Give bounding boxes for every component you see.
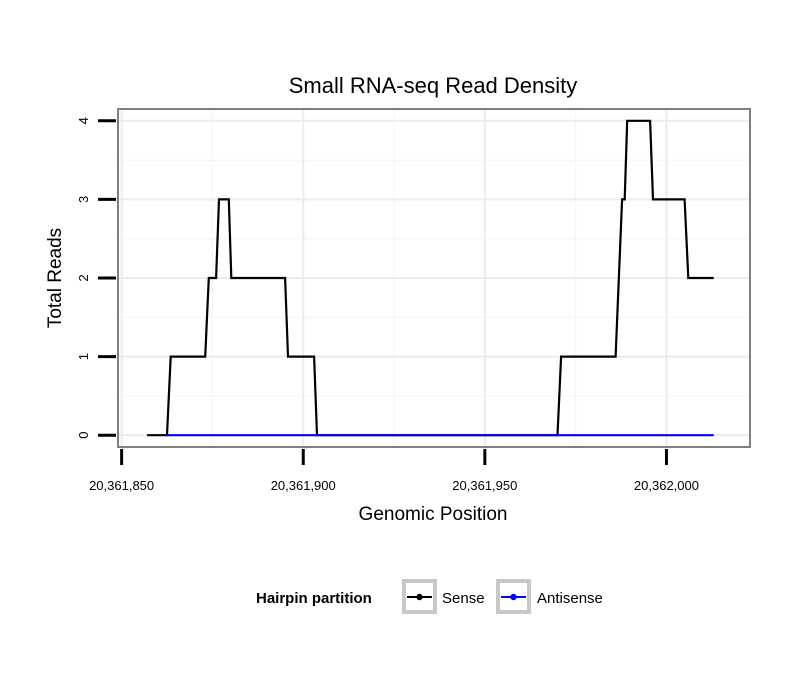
x-tick-label: 20,361,900 — [271, 478, 336, 493]
chart-title: Small RNA-seq Read Density — [289, 73, 578, 98]
y-tick-label: 2 — [76, 274, 91, 281]
y-tick-label: 4 — [76, 117, 91, 124]
gridlines — [118, 109, 750, 447]
legend-label-antisense: Antisense — [537, 590, 603, 607]
legend-marker-sense — [416, 593, 423, 601]
y-axis-title: Total Reads — [45, 228, 66, 328]
x-tick-label: 20,362,000 — [634, 478, 699, 493]
data-series — [147, 119, 714, 437]
x-tick-label: 20,361,850 — [89, 478, 154, 493]
x-tick-label: 20,361,950 — [452, 478, 517, 493]
legend-title: Hairpin partition — [256, 590, 372, 607]
legend-item-antisense[interactable]: Antisense — [496, 579, 603, 614]
legend-label-sense: Sense — [442, 590, 485, 607]
y-tick-label: 1 — [76, 353, 91, 360]
x-axis-title: Genomic Position — [359, 504, 508, 525]
y-tick-label: 0 — [76, 432, 91, 439]
legend: Hairpin partition Sense Antisense — [256, 579, 603, 614]
y-tick-label: 3 — [76, 196, 91, 203]
x-axis: 20,361,850 20,361,900 20,361,950 20,362,000 — [89, 449, 699, 493]
legend-marker-antisense — [510, 593, 517, 601]
legend-item-sense[interactable]: Sense — [402, 579, 485, 614]
plot-border — [117, 108, 751, 448]
series-line-sense — [147, 119, 714, 437]
y-axis: 0 1 2 3 4 — [76, 117, 116, 439]
